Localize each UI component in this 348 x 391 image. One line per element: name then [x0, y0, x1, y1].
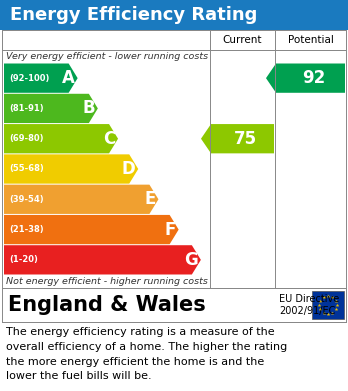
Bar — [0, 0, 348, 30]
Text: Current: Current — [223, 35, 262, 45]
Text: (92-100): (92-100) — [9, 74, 49, 83]
Polygon shape — [4, 185, 158, 214]
Text: B: B — [82, 99, 95, 117]
Polygon shape — [4, 245, 201, 274]
Text: 92: 92 — [302, 69, 325, 87]
Text: (39-54): (39-54) — [9, 195, 44, 204]
Bar — [2, 30, 346, 50]
Text: (21-38): (21-38) — [9, 225, 44, 234]
Text: (1-20): (1-20) — [9, 255, 38, 264]
Text: A: A — [62, 69, 74, 87]
Text: 75: 75 — [234, 130, 257, 148]
Text: F: F — [164, 221, 176, 239]
Text: D: D — [121, 160, 135, 178]
Text: Energy Efficiency Rating: Energy Efficiency Rating — [10, 6, 258, 24]
Polygon shape — [4, 154, 138, 184]
Text: Potential: Potential — [287, 35, 333, 45]
Bar — [312, 291, 344, 319]
Text: The energy efficiency rating is a measure of the
overall efficiency of a home. T: The energy efficiency rating is a measur… — [6, 327, 287, 381]
Polygon shape — [4, 94, 98, 123]
Text: England & Wales: England & Wales — [8, 295, 206, 315]
Text: (69-80): (69-80) — [9, 134, 44, 143]
Text: 2002/91/EC: 2002/91/EC — [279, 306, 335, 316]
Text: Very energy efficient - lower running costs: Very energy efficient - lower running co… — [6, 52, 208, 61]
Bar — [2, 63, 346, 275]
Text: E: E — [144, 190, 156, 208]
Text: EU Directive: EU Directive — [279, 294, 339, 304]
Text: (55-68): (55-68) — [9, 165, 44, 174]
Text: C: C — [103, 130, 115, 148]
Polygon shape — [4, 124, 118, 153]
Polygon shape — [266, 63, 345, 93]
Polygon shape — [4, 63, 78, 93]
Polygon shape — [201, 124, 274, 153]
Bar — [2, 288, 346, 322]
Polygon shape — [4, 215, 179, 244]
Text: Not energy efficient - higher running costs: Not energy efficient - higher running co… — [6, 277, 208, 286]
Text: (81-91): (81-91) — [9, 104, 44, 113]
Text: G: G — [184, 251, 198, 269]
Bar — [2, 30, 346, 288]
